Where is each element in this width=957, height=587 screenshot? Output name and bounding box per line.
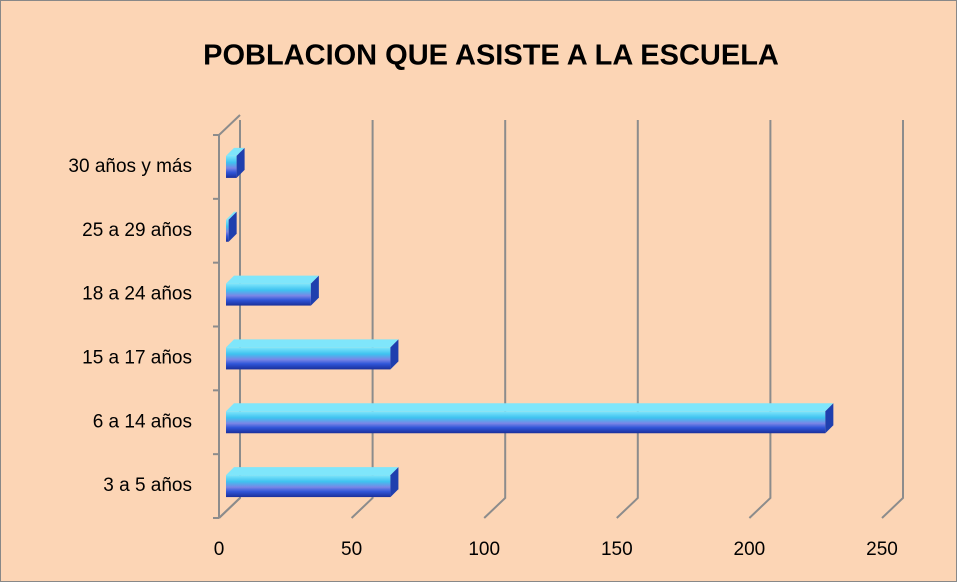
x-tick-label: 50 (341, 539, 362, 560)
bar (226, 219, 229, 242)
y-tick-label: 18 a 24 años (82, 284, 192, 305)
bar-side (228, 211, 237, 242)
bar-side (390, 339, 399, 370)
bar-side (236, 147, 245, 178)
bar-top (226, 275, 319, 284)
x-tick-label: 200 (734, 539, 766, 560)
bar-top (226, 403, 834, 412)
y-tick-label: 15 a 17 años (82, 347, 192, 368)
y-tick-label: 3 a 5 años (103, 475, 192, 496)
bar-top (226, 147, 245, 156)
bar-side (825, 403, 834, 434)
bar-side (390, 467, 399, 498)
grid-line (748, 120, 772, 519)
bar-top (226, 339, 399, 348)
y-tick-label: 25 a 29 años (82, 220, 192, 241)
grid-line (218, 120, 241, 519)
bar (226, 155, 237, 178)
bar (226, 347, 391, 370)
y-axis-depth (218, 114, 241, 136)
x-tick-label: 0 (214, 539, 225, 560)
y-tick-label: 6 a 14 años (93, 411, 192, 432)
x-tick-label: 250 (866, 539, 898, 560)
bar-side (310, 275, 319, 306)
bar-top (226, 211, 237, 220)
grid-line (881, 120, 904, 519)
grid-line (483, 120, 507, 519)
bar (226, 411, 826, 434)
y-tick-label: 30 años y más (68, 156, 192, 177)
grid-line (350, 120, 374, 519)
bar (226, 283, 311, 306)
bar (226, 475, 391, 498)
grid-line (616, 120, 639, 519)
chart-title: POBLACION QUE ASISTE A LA ESCUELA (203, 40, 779, 72)
x-tick-label: 150 (601, 539, 633, 560)
bar-top (226, 467, 399, 476)
x-tick-label: 100 (468, 539, 500, 560)
